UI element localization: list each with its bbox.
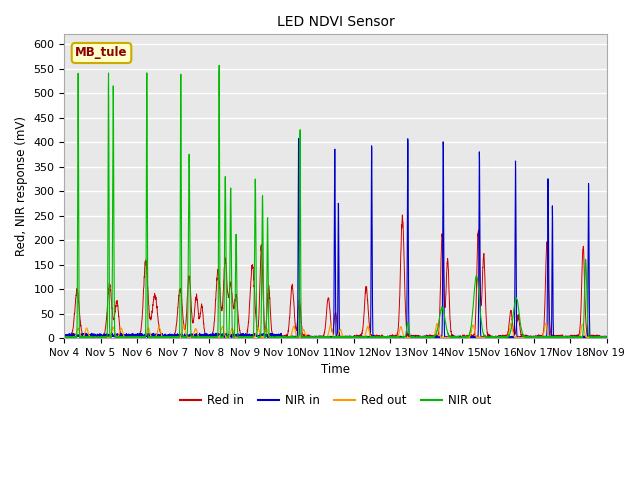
NIR out <box>61 334 68 340</box>
NIR in <box>534 335 542 340</box>
Line: NIR in: NIR in <box>65 138 607 338</box>
Red out <box>542 320 550 326</box>
Red out <box>534 335 541 340</box>
Line: Red in: Red in <box>65 215 607 338</box>
NIR out <box>155 335 163 340</box>
Red out <box>61 335 68 341</box>
Red in <box>122 334 130 339</box>
X-axis label: Time: Time <box>321 363 350 376</box>
Red in <box>399 212 406 218</box>
Title: LED NDVI Sensor: LED NDVI Sensor <box>276 15 394 29</box>
Red out <box>292 332 300 337</box>
Red out <box>134 335 142 341</box>
Red in <box>61 333 68 339</box>
Red in <box>269 332 276 337</box>
Line: NIR out: NIR out <box>65 65 607 338</box>
Red in <box>534 334 542 340</box>
Red out <box>603 335 611 340</box>
Red out <box>269 334 276 340</box>
Red out <box>122 335 130 340</box>
NIR in <box>420 335 428 341</box>
NIR in <box>122 332 130 338</box>
NIR out <box>122 334 130 340</box>
Red out <box>155 325 163 331</box>
NIR in <box>603 335 611 340</box>
NIR in <box>61 333 68 338</box>
NIR in <box>269 331 276 337</box>
Line: Red out: Red out <box>65 323 607 338</box>
Red in <box>155 319 163 325</box>
NIR out <box>593 335 600 340</box>
NIR in <box>593 333 600 339</box>
NIR in <box>292 335 300 341</box>
NIR out <box>241 335 249 341</box>
Legend: Red in, NIR in, Red out, NIR out: Red in, NIR in, Red out, NIR out <box>175 389 496 412</box>
Text: MB_tule: MB_tule <box>76 47 128 60</box>
NIR out <box>292 334 300 340</box>
Red in <box>381 335 389 341</box>
Red out <box>593 335 600 341</box>
Red in <box>593 335 600 340</box>
Red in <box>603 335 611 341</box>
NIR out <box>215 62 223 68</box>
NIR in <box>295 135 303 141</box>
NIR out <box>603 335 611 340</box>
NIR in <box>155 334 163 339</box>
NIR out <box>534 335 542 340</box>
Y-axis label: Red, NIR response (mV): Red, NIR response (mV) <box>15 116 28 256</box>
Red in <box>292 326 300 332</box>
NIR out <box>269 335 276 340</box>
